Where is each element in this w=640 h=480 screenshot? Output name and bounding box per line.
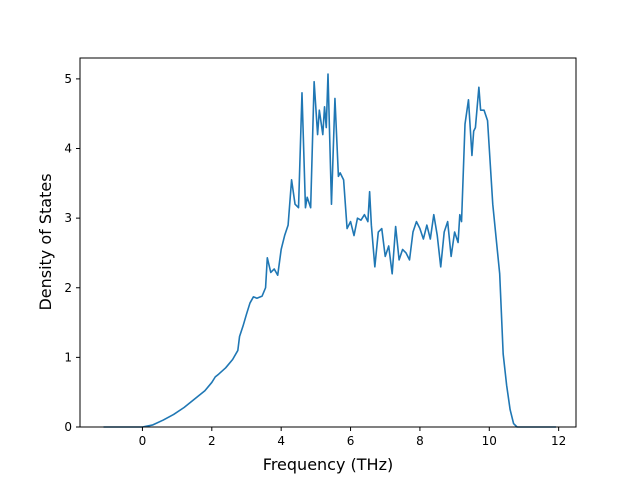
x-tick-label: 10 bbox=[482, 434, 497, 448]
y-tick-label: 4 bbox=[64, 142, 72, 156]
y-tick-label: 3 bbox=[64, 211, 72, 225]
x-axis-ticks: 0 2 4 6 8 10 12 bbox=[139, 427, 566, 448]
y-axis-label: Density of States bbox=[36, 173, 55, 310]
axes-frame bbox=[79, 57, 577, 428]
y-axis-ticks: 0 1 2 3 4 5 bbox=[64, 72, 80, 434]
x-tick-label: 12 bbox=[551, 434, 566, 448]
x-tick-label: 2 bbox=[208, 434, 216, 448]
y-tick-label: 2 bbox=[64, 281, 72, 295]
series-line-0 bbox=[103, 73, 556, 428]
x-axis-label: Frequency (THz) bbox=[263, 455, 393, 474]
y-tick-label: 5 bbox=[64, 72, 72, 86]
y-tick-label: 0 bbox=[64, 420, 72, 434]
x-tick-label: 6 bbox=[347, 434, 355, 448]
plot-area bbox=[103, 73, 556, 428]
x-tick-label: 0 bbox=[139, 434, 147, 448]
x-tick-label: 8 bbox=[416, 434, 424, 448]
x-tick-label: 4 bbox=[277, 434, 285, 448]
y-tick-label: 1 bbox=[64, 350, 72, 364]
